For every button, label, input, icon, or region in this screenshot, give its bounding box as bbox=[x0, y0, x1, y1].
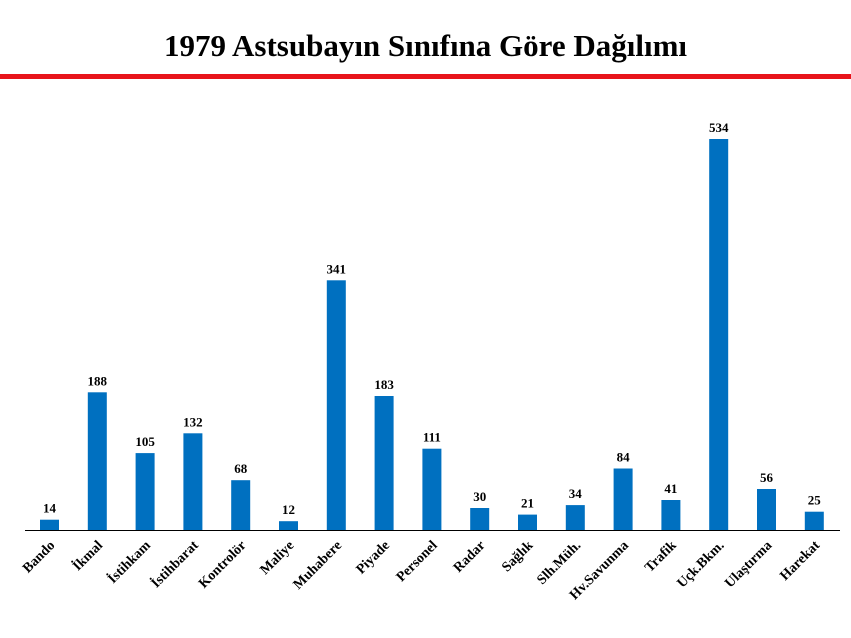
data-label-6: 341 bbox=[327, 261, 347, 276]
bar-14 bbox=[709, 139, 729, 530]
category-label-8: Personel bbox=[394, 538, 441, 585]
bar-12 bbox=[613, 468, 633, 530]
category-label-1: İkmal bbox=[69, 537, 106, 574]
data-label-4: 68 bbox=[234, 461, 248, 476]
category-label-9: Radar bbox=[451, 538, 489, 576]
bar-4 bbox=[231, 480, 251, 530]
category-label-10: Sağlık bbox=[499, 538, 536, 575]
bar-1 bbox=[87, 392, 107, 530]
data-label-12: 84 bbox=[617, 450, 631, 465]
data-label-10: 21 bbox=[521, 496, 534, 511]
bar-3 bbox=[183, 433, 203, 530]
category-label-16: Harekat bbox=[778, 538, 824, 584]
bar-2 bbox=[135, 453, 155, 530]
bar-9 bbox=[470, 508, 490, 530]
bar-16 bbox=[804, 511, 824, 530]
category-label-2: İstihkam bbox=[104, 537, 154, 587]
category-label-7: Piyade bbox=[354, 538, 393, 577]
data-label-14: 534 bbox=[709, 120, 729, 135]
data-label-9: 30 bbox=[473, 489, 486, 504]
data-label-0: 14 bbox=[43, 501, 57, 516]
category-label-15: Ulaştırma bbox=[722, 538, 775, 591]
bar-13 bbox=[661, 500, 681, 530]
bar-0 bbox=[40, 519, 59, 530]
data-label-7: 183 bbox=[374, 377, 394, 392]
category-label-11: Slh.Müh. bbox=[534, 538, 584, 588]
data-label-2: 105 bbox=[135, 434, 155, 449]
category-label-6: Muhabere bbox=[291, 538, 345, 592]
data-label-13: 41 bbox=[664, 481, 677, 496]
category-label-5: Maliye bbox=[258, 538, 298, 578]
bar-11 bbox=[565, 505, 585, 530]
data-label-5: 12 bbox=[282, 502, 295, 517]
data-label-3: 132 bbox=[183, 414, 203, 429]
bar-8 bbox=[422, 448, 442, 530]
bar-15 bbox=[757, 489, 776, 530]
bar-5 bbox=[279, 521, 298, 530]
bar-7 bbox=[374, 396, 394, 530]
category-label-4: Kontrolör bbox=[196, 538, 249, 591]
chart-title: 1979 Astsubayın Sınıfına Göre Dağılımı bbox=[163, 28, 688, 63]
category-label-14: Uçk.Bkm. bbox=[675, 538, 728, 591]
category-label-0: Bando bbox=[20, 538, 58, 576]
data-label-1: 188 bbox=[88, 373, 108, 388]
data-label-16: 25 bbox=[808, 493, 822, 508]
category-label-13: Trafik bbox=[642, 538, 680, 576]
title-underline bbox=[0, 74, 851, 79]
data-label-8: 111 bbox=[423, 430, 441, 445]
category-label-3: İstihbarat bbox=[147, 537, 202, 592]
data-label-15: 56 bbox=[760, 470, 774, 485]
bar-6 bbox=[326, 280, 346, 530]
bar-10 bbox=[518, 514, 537, 530]
data-label-11: 34 bbox=[569, 486, 583, 501]
